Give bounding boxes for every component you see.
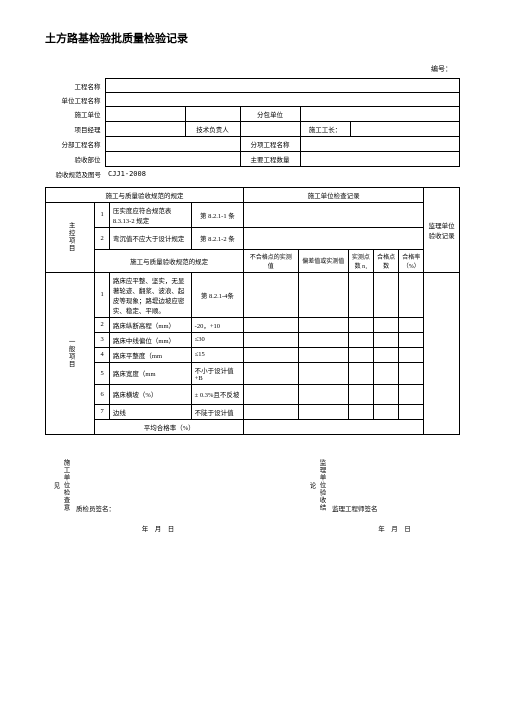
b4-no: 4 xyxy=(95,347,110,362)
val-constr[interactable] xyxy=(105,107,185,122)
col-passcount: 合格点数 xyxy=(374,249,399,272)
label-project: 工程名称 xyxy=(45,79,105,93)
b1-ref: 第 8.2.1-4条 xyxy=(191,272,243,317)
a-row1-rec[interactable] xyxy=(244,202,424,227)
col-passrate: 合格率（%） xyxy=(399,249,424,272)
b2-no: 2 xyxy=(95,317,110,332)
val-tech[interactable] xyxy=(240,122,300,137)
date-right: 年 月 日 xyxy=(329,515,460,535)
b7-spec: 不陡于设计值 xyxy=(191,404,243,419)
main-table: 施工与质量验收规范的规定 施工单位检查记录 监理单位验收记录 主控项目 1 压实… xyxy=(45,187,460,435)
col-nonconform: 不合格点的实测值 xyxy=(244,249,299,272)
hdr-spec-b: 施工与质量验收规范的规定 xyxy=(95,249,244,272)
sup-sig-label: 监理工程师签名 xyxy=(332,503,457,513)
avg-val[interactable] xyxy=(244,419,424,434)
val-division[interactable] xyxy=(105,137,240,152)
b6-text: 路床横坡（%） xyxy=(109,384,191,404)
right-block-label: 监理单位验收结论 xyxy=(243,457,329,515)
val-subitem[interactable] xyxy=(300,137,460,152)
b4-text: 路床平整度（mm xyxy=(109,347,191,362)
label-inspart: 验收部位 xyxy=(45,152,105,167)
a-row2-rec[interactable] xyxy=(244,227,424,249)
val-inspart[interactable] xyxy=(105,152,240,167)
label-tech: 技术负责人 xyxy=(185,122,240,137)
b3-no: 3 xyxy=(95,332,110,347)
qc-sig-label: 质检员签名： xyxy=(76,503,240,513)
hdr-record-a: 施工单位检查记录 xyxy=(244,187,424,202)
val-spec: CJJ1-2008 xyxy=(105,167,460,181)
label-unitproj: 单位工程名称 xyxy=(45,93,105,107)
b5-no: 5 xyxy=(95,362,110,384)
label-division: 分部工程名称 xyxy=(45,137,105,152)
group-main: 主控项目 xyxy=(46,202,95,272)
label-pm: 项目经理 xyxy=(45,122,105,137)
doc-title: 土方路基检验批质量检验记录 xyxy=(45,30,460,46)
b4-spec: ≤15 xyxy=(191,347,243,362)
label-spec: 验收规范及图号 xyxy=(45,167,105,181)
label-mainqty: 主要工程数量 xyxy=(240,152,300,167)
b7-text: 边线 xyxy=(109,404,191,419)
b6-no: 6 xyxy=(95,384,110,404)
serial-label: 编号： xyxy=(45,64,460,74)
a-row2-ref: 第 8.2.1-2 条 xyxy=(191,227,243,249)
b6-spec: ± 0.3%且不反坡 xyxy=(191,384,243,404)
hdr-spec-a: 施工与质量验收规范的规定 xyxy=(46,187,244,202)
a-row1-no: 1 xyxy=(95,202,110,227)
b2-text: 路床纵断高程（mm） xyxy=(109,317,191,332)
b2-spec: -20，+10 xyxy=(191,317,243,332)
val-mainqty[interactable] xyxy=(300,152,460,167)
a-row1-ref: 第 8.2.1-1 条 xyxy=(191,202,243,227)
label-constr: 施工单位 xyxy=(45,107,105,122)
avg-label: 平均合格率（%） xyxy=(95,419,244,434)
a-row2-text: 弯沉值不应大于设计规定 xyxy=(109,227,191,249)
group-general: 一般项目 xyxy=(46,272,95,434)
val-unitproj[interactable] xyxy=(105,93,460,107)
b3-spec: ≤30 xyxy=(191,332,243,347)
left-block-label: 施工单位检查意见 xyxy=(45,457,73,515)
b5-text: 路床宽度（mm xyxy=(109,362,191,384)
b1-text: 路床应平整、坚实，无显著轮迹、翻浆、波浪、起皮等现象；路堤边坡应密实、稳定、平顺… xyxy=(109,272,191,317)
b1-no: 1 xyxy=(95,272,110,317)
header-table: 工程名称 单位工程名称 施工单位 分包单位 项目经理 技术负责人 施工工长： 分… xyxy=(45,78,460,181)
col-measured: 实测点数 n₁ xyxy=(348,249,373,272)
label-subunit: 分包单位 xyxy=(240,107,300,122)
b3-text: 路床中线偏位（mm） xyxy=(109,332,191,347)
supervisor-col[interactable] xyxy=(424,272,460,434)
label-subitem: 分项工程名称 xyxy=(240,137,300,152)
val-subunit[interactable] xyxy=(300,107,460,122)
label-foreman: 施工工长： xyxy=(300,122,350,137)
val-project[interactable] xyxy=(105,79,460,93)
date-left: 年 月 日 xyxy=(73,515,243,535)
b7-no: 7 xyxy=(95,404,110,419)
a-row1-text: 压实度应符合规范表 8.3.13-2 规定 xyxy=(109,202,191,227)
val-pm[interactable] xyxy=(105,122,185,137)
col-deviation: 偏差值或实测值 xyxy=(298,249,348,272)
footer-table: 施工单位检查意见 质检员签名： 监理单位验收结论 监理工程师签名 年 月 日 年… xyxy=(45,457,460,535)
val-foreman[interactable] xyxy=(350,122,460,137)
b5-spec: 不小于设计值 +B xyxy=(191,362,243,384)
hdr-supervisor: 监理单位验收记录 xyxy=(424,187,460,272)
a-row2-no: 2 xyxy=(95,227,110,249)
